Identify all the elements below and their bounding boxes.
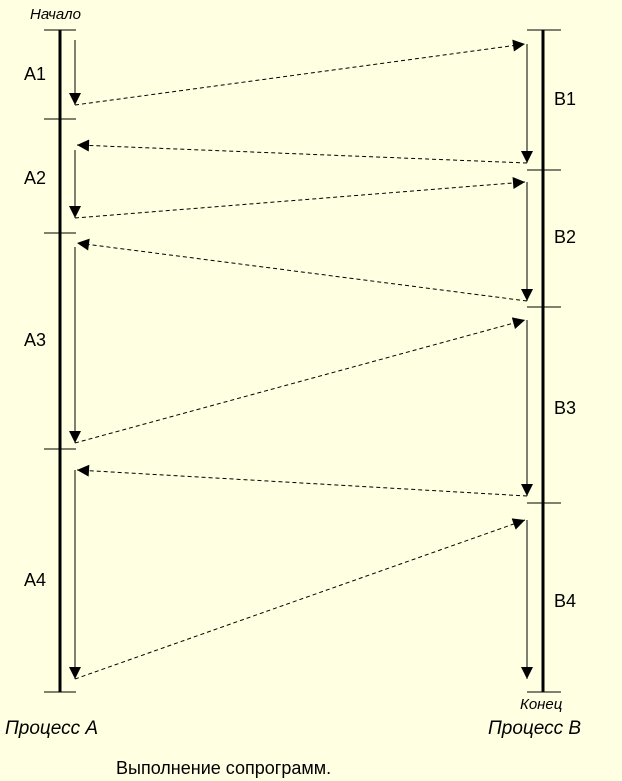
segment-a1-label: А1 — [24, 64, 46, 84]
transfer-b3-a4 — [76, 464, 528, 497]
transfer-a1-b1 — [74, 39, 526, 106]
transfer-b1-a2 — [76, 139, 528, 164]
transfer-b2-a3 — [76, 238, 528, 302]
process-a-label: Процесс А — [5, 718, 98, 739]
segment-b3-label: В3 — [554, 398, 576, 418]
end-label: Конец — [520, 696, 563, 713]
segment-b4-label: В4 — [554, 591, 576, 611]
transfer-a3-b3 — [74, 317, 526, 444]
process-b-ticks — [527, 29, 561, 693]
segment-a2-label: А2 — [24, 168, 46, 188]
transfer-a2-b2 — [74, 176, 526, 219]
process-a-ticks — [44, 29, 76, 693]
diagram-caption: Выполнение сопрограмм. — [116, 758, 331, 778]
start-label: Начало — [30, 6, 81, 23]
transfer-a4-b4 — [74, 518, 526, 680]
segment-b1-label: В1 — [554, 89, 576, 109]
transfer-arrows — [74, 39, 528, 680]
process-b-label: Процесс В — [488, 718, 581, 739]
segment-a4-label: А4 — [24, 570, 46, 590]
segment-b2-label: В2 — [554, 227, 576, 247]
segment-a3-label: А3 — [24, 330, 46, 350]
